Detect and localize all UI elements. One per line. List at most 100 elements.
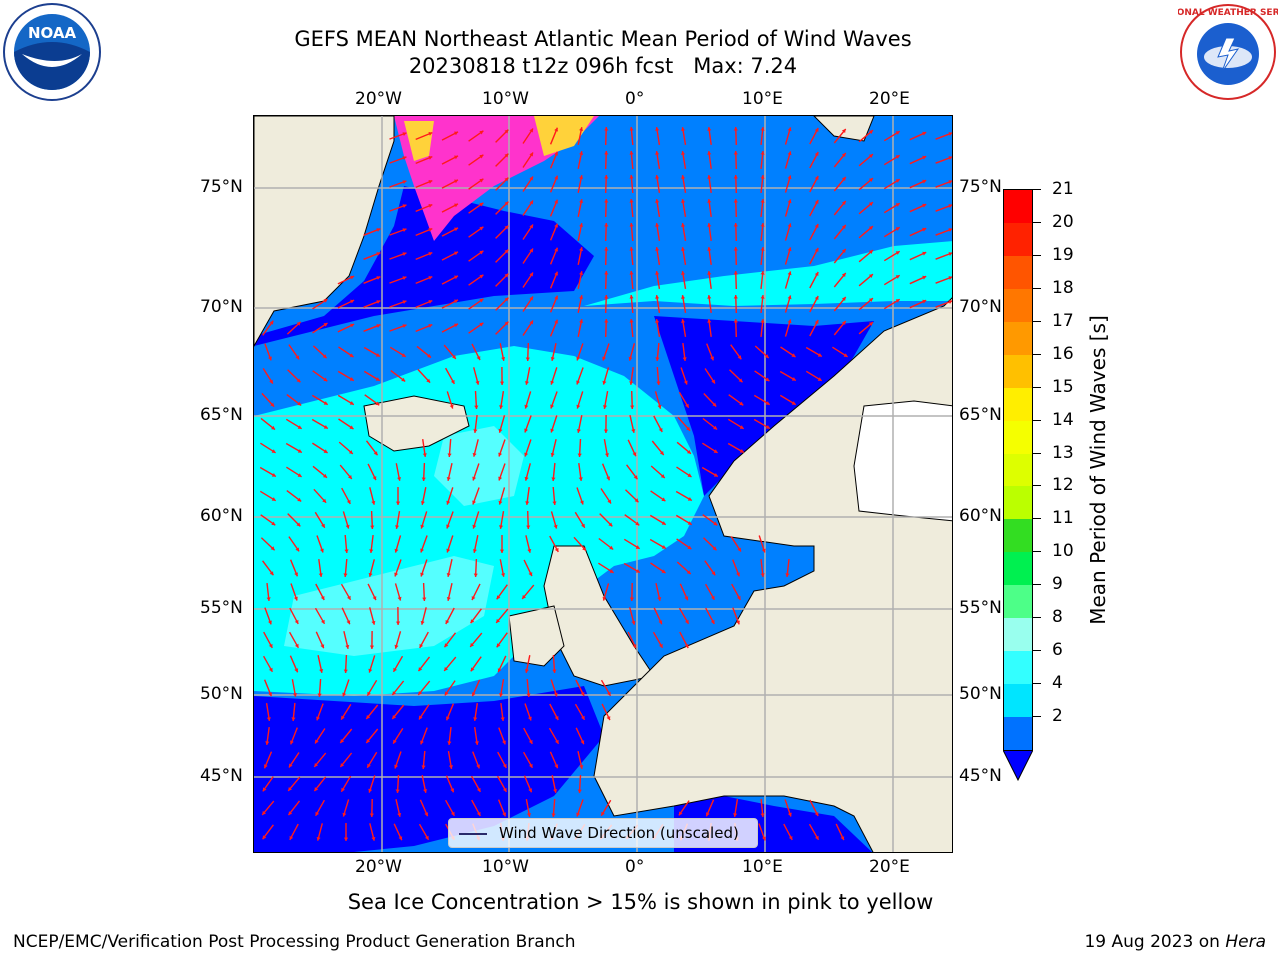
- direction-arrow-head: [271, 425, 275, 430]
- sea-ice-note: Sea Ice Concentration > 15% is shown in …: [347, 890, 934, 914]
- direction-arrow-head: [471, 692, 476, 697]
- footer-date-text: 19 Aug 2023 on: [1084, 932, 1226, 952]
- colorbar-tick-mark: [1033, 353, 1041, 355]
- direction-arrow-head: [295, 355, 300, 360]
- direction-arrow-head: [684, 644, 689, 648]
- direction-arrow-head: [760, 573, 765, 577]
- direction-arrow-head: [655, 127, 660, 131]
- direction-arrow-head: [315, 739, 319, 744]
- direction-arrow-head: [349, 377, 354, 381]
- direction-arrow-head: [765, 425, 770, 429]
- direction-arrow-head: [376, 228, 381, 232]
- direction-arrow-head: [655, 151, 660, 155]
- direction-arrow-head: [268, 643, 273, 648]
- direction-arrow-head: [422, 453, 427, 457]
- direction-arrow-head: [579, 319, 584, 323]
- direction-arrow-head: [347, 595, 351, 600]
- direction-arrow-head: [681, 151, 686, 155]
- direction-arrow-head: [397, 813, 402, 817]
- direction-arrow-head: [713, 449, 718, 453]
- direction-arrow-head: [376, 300, 381, 304]
- direction-arrow-head: [633, 475, 638, 480]
- direction-arrow-head: [293, 596, 298, 601]
- colorbar-extend-triangle: [1003, 750, 1033, 782]
- direction-arrow-head: [868, 154, 873, 158]
- lat-label-right-65n: 65°N: [959, 405, 1002, 425]
- direction-arrow-head: [499, 405, 504, 409]
- direction-arrow-head: [524, 381, 529, 385]
- direction-arrow-head: [685, 403, 689, 408]
- direction-arrow-head: [315, 811, 320, 816]
- colorbar-tick-mark: [1033, 584, 1041, 586]
- direction-arrow-head: [948, 156, 952, 160]
- direction-arrow-head: [293, 693, 297, 697]
- direction-arrow-head: [655, 247, 660, 251]
- colorbar-tick-label: 15: [1052, 376, 1074, 397]
- shading-lt2-bay-biscay: [254, 686, 604, 852]
- direction-arrow-head: [787, 127, 792, 132]
- direction-arrow-head: [711, 379, 715, 384]
- direction-arrow-head: [605, 453, 609, 457]
- direction-arrow-head: [814, 176, 819, 180]
- direction-arrow-head: [551, 813, 556, 817]
- direction-arrow-head: [787, 223, 792, 228]
- direction-arrow-head: [499, 525, 504, 529]
- direction-arrow-head: [504, 321, 509, 326]
- colorbar-tick-label: 6: [1052, 640, 1063, 661]
- colorbar-band: [1004, 684, 1032, 718]
- direction-arrow-head: [470, 642, 474, 647]
- direction-arrow-head: [504, 129, 509, 134]
- wind-wave-direction-arrows: [259, 126, 952, 842]
- land-iceland: [363, 395, 470, 452]
- lon-label-bottom-20w: 20°W: [355, 857, 402, 877]
- direction-arrow-head: [841, 273, 846, 277]
- direction-arrow-head: [504, 249, 509, 254]
- direction-arrow-head: [341, 715, 345, 720]
- direction-arrow-head: [392, 691, 397, 695]
- direction-arrow-head: [817, 377, 822, 381]
- direction-arrow-head: [349, 425, 354, 429]
- direction-arrow-head: [425, 835, 429, 840]
- lat-label-right-60n: 60°N: [959, 506, 1002, 526]
- direction-arrow-head: [604, 295, 609, 299]
- direction-arrow-head: [682, 357, 687, 361]
- colorbar-band: [1004, 190, 1032, 223]
- direction-arrow-head: [713, 425, 718, 430]
- colorbar-title: Mean Period of Wind Waves [s]: [1086, 315, 1110, 625]
- direction-arrow-head: [791, 377, 796, 381]
- direction-arrow-head: [322, 354, 327, 359]
- direction-arrow-head: [395, 789, 400, 793]
- direction-arrow-head: [501, 573, 506, 577]
- lat-label-right-70n: 70°N: [959, 297, 1002, 317]
- direction-arrow-head: [296, 321, 301, 326]
- direction-arrow-head: [323, 425, 328, 429]
- direction-arrow-head: [895, 227, 900, 231]
- colorbar-band: [1004, 321, 1032, 355]
- direction-arrow-head: [350, 323, 355, 328]
- direction-arrow-head: [817, 353, 822, 357]
- direction-arrow-head: [428, 300, 433, 304]
- direction-arrow-head: [402, 156, 407, 160]
- direction-arrow-head: [524, 669, 529, 673]
- direction-arrow-head: [738, 378, 743, 383]
- direction-arrow-head: [710, 619, 715, 624]
- colorbar-tick-label: 19: [1052, 244, 1074, 265]
- direction-arrow-head: [422, 597, 427, 601]
- direction-arrow-head: [375, 377, 380, 381]
- direction-arrow-head: [473, 429, 478, 433]
- direction-arrow-head: [394, 572, 399, 577]
- direction-arrow-head: [577, 453, 582, 457]
- direction-arrow-head: [635, 569, 640, 573]
- direction-arrow-head: [496, 618, 500, 623]
- direction-arrow-head: [629, 381, 634, 385]
- chart-title: GEFS MEAN Northeast Atlantic Mean Period…: [294, 27, 912, 51]
- colorbar-tick-label: 18: [1052, 277, 1074, 298]
- direction-arrow-head: [397, 596, 402, 601]
- direction-arrow-head: [471, 596, 476, 601]
- direction-arrow-head: [760, 223, 765, 227]
- direction-arrow-head: [525, 501, 530, 505]
- direction-arrow-head: [263, 764, 268, 769]
- direction-arrow-head: [454, 275, 458, 280]
- direction-arrow-head: [707, 271, 712, 275]
- nws-logo-text: NATIONAL WEATHER SERVICE: [1178, 8, 1278, 18]
